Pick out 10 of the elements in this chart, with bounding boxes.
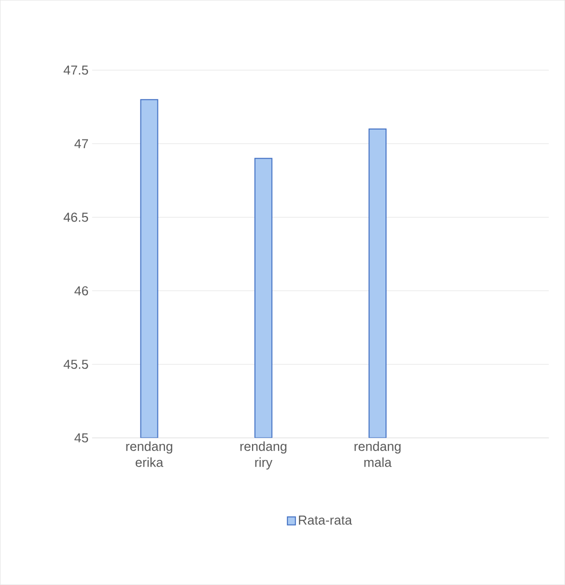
legend-label: Rata-rata [298,516,352,525]
y-tick-label: 45 [74,433,88,442]
y-tick-label: 47.5 [64,66,88,75]
y-tick-label: 45.5 [64,360,88,369]
x-tick-label: rendang erika [126,441,172,467]
x-tick-label: rendang mala [354,441,401,467]
y-tick-label: 46 [74,286,88,296]
y-tick-label: 47 [74,139,88,148]
x-tick-label: rendang riry [240,441,286,470]
y-tick-label: 46.5 [64,212,88,222]
